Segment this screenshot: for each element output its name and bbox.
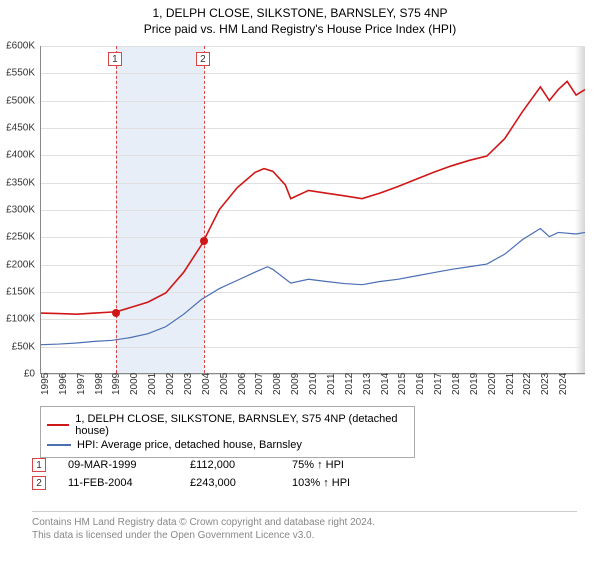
sale-price: £243,000 — [190, 477, 270, 489]
y-axis-label: £350K — [0, 177, 35, 188]
y-axis-label: £450K — [0, 123, 35, 134]
x-axis-label: 2021 — [505, 377, 516, 395]
y-axis-label: £100K — [0, 314, 35, 325]
x-axis-label: 2002 — [165, 377, 176, 395]
sale-date: 11-FEB-2004 — [68, 477, 168, 489]
sales-table: 1 09-MAR-1999 £112,000 75% ↑ HPI 2 11-FEB-200… — [32, 454, 382, 494]
x-axis-label: 2024 — [558, 377, 569, 395]
x-axis-label: 2008 — [272, 377, 283, 395]
sale-date: 09-MAR-1999 — [68, 459, 168, 471]
x-axis-label: 2001 — [147, 377, 158, 395]
x-axis-label: 2015 — [397, 377, 408, 395]
legend-swatch — [47, 444, 71, 446]
legend-label: 1, DELPH CLOSE, SILKSTONE, BARNSLEY, S75… — [75, 413, 408, 437]
y-axis-label: £300K — [0, 205, 35, 216]
chart: £0£50K£100K£150K£200K£250K£300K£350K£400… — [40, 46, 585, 396]
legend-label: HPI: Average price, detached house, Barn… — [77, 439, 302, 451]
y-axis-label: £0 — [0, 369, 35, 380]
x-axis-label: 2019 — [469, 377, 480, 395]
sale-row: 2 11-FEB-2004 £243,000 103% ↑ HPI — [32, 476, 382, 490]
x-axis-label: 2011 — [326, 377, 337, 395]
y-axis-label: £150K — [0, 287, 35, 298]
sale-row: 1 09-MAR-1999 £112,000 75% ↑ HPI — [32, 458, 382, 472]
x-axis-label: 2023 — [540, 377, 551, 395]
sale-price: £112,000 — [190, 459, 270, 471]
x-axis-label: 2005 — [219, 377, 230, 395]
y-axis-label: £600K — [0, 41, 35, 52]
plot-area: £0£50K£100K£150K£200K£250K£300K£350K£400… — [40, 46, 585, 374]
x-axis-label: 2022 — [522, 377, 533, 395]
sale-point-dot — [200, 237, 208, 245]
chart-subtitle: Price paid vs. HM Land Registry's House … — [0, 22, 600, 36]
x-axis-label: 1995 — [40, 377, 51, 395]
chart-title: 1, DELPH CLOSE, SILKSTONE, BARNSLEY, S75… — [0, 6, 600, 20]
x-axis-label: 2003 — [183, 377, 194, 395]
sale-marker-box: 2 — [196, 52, 210, 66]
x-axis-label: 2012 — [344, 377, 355, 395]
x-axis-label: 2018 — [451, 377, 462, 395]
legend-item: HPI: Average price, detached house, Barn… — [47, 439, 408, 451]
y-axis-label: £250K — [0, 232, 35, 243]
footer-line-2: This data is licensed under the Open Gov… — [32, 529, 577, 542]
y-axis-label: £500K — [0, 95, 35, 106]
sale-marker-box: 1 — [32, 458, 46, 472]
x-axis-label: 2020 — [487, 377, 498, 395]
x-axis-label: 1997 — [76, 377, 87, 395]
footer: Contains HM Land Registry data © Crown c… — [32, 511, 577, 542]
sale-marker-box: 2 — [32, 476, 46, 490]
x-axis-label: 2016 — [415, 377, 426, 395]
x-axis-label: 2000 — [129, 377, 140, 395]
x-axis-label: 1999 — [111, 377, 122, 395]
x-axis-label: 2004 — [201, 377, 212, 395]
x-axis-label: 2010 — [308, 377, 319, 395]
x-axis-label: 1998 — [94, 377, 105, 395]
legend-swatch — [47, 424, 69, 426]
sale-pct: 75% ↑ HPI — [292, 459, 382, 471]
series-hpi — [41, 229, 585, 345]
sale-marker-box: 1 — [108, 52, 122, 66]
footer-line-1: Contains HM Land Registry data © Crown c… — [32, 516, 577, 529]
x-axis-label: 2007 — [254, 377, 265, 395]
y-axis-label: £550K — [0, 68, 35, 79]
y-axis-label: £400K — [0, 150, 35, 161]
y-axis-label: £200K — [0, 259, 35, 270]
x-axis-label: 2013 — [362, 377, 373, 395]
x-axis-label: 2014 — [380, 377, 391, 395]
legend-item: 1, DELPH CLOSE, SILKSTONE, BARNSLEY, S75… — [47, 413, 408, 437]
x-axis-label: 2006 — [237, 377, 248, 395]
y-axis-label: £50K — [0, 341, 35, 352]
x-axis-label: 2009 — [290, 377, 301, 395]
sale-pct: 103% ↑ HPI — [292, 477, 382, 489]
x-axis-label: 1996 — [58, 377, 69, 395]
legend: 1, DELPH CLOSE, SILKSTONE, BARNSLEY, S75… — [40, 406, 415, 458]
series-svg — [41, 46, 585, 373]
x-axis-label: 2017 — [433, 377, 444, 395]
sale-point-dot — [112, 309, 120, 317]
